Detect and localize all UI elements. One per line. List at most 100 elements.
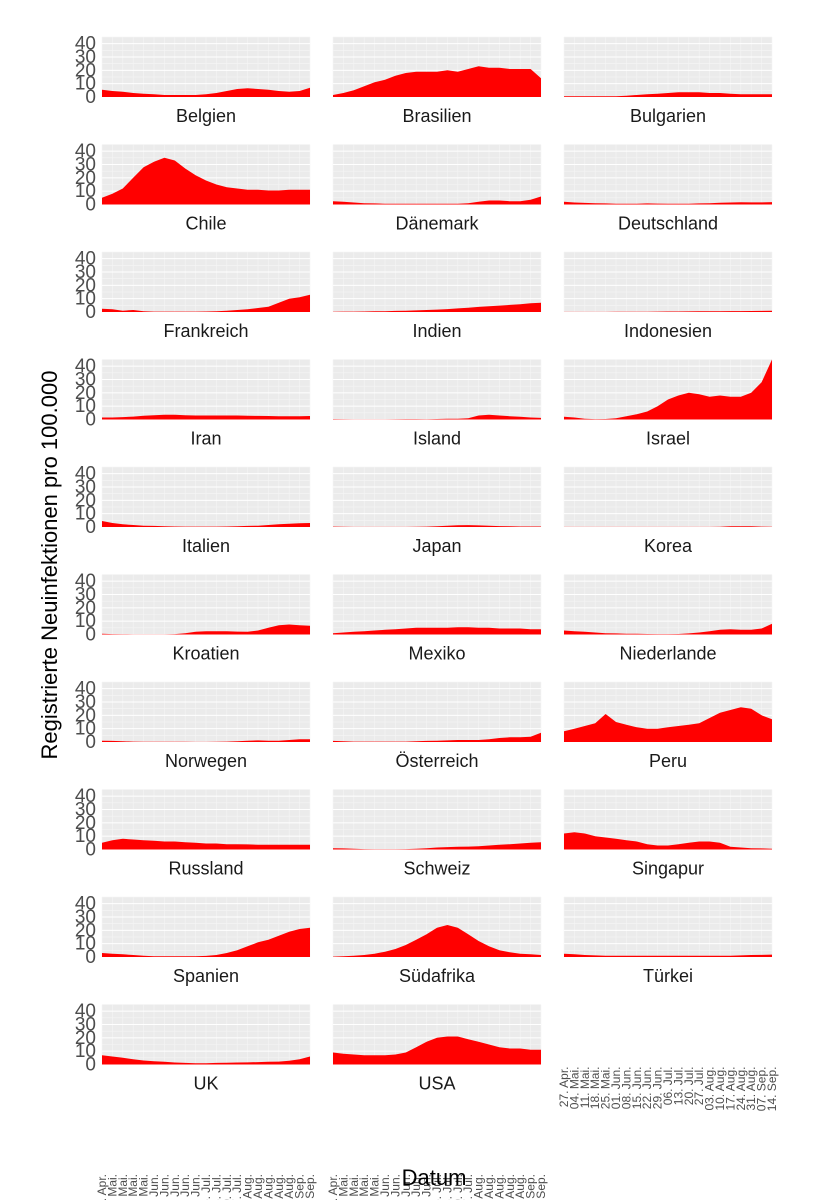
y-tick-label: 0 <box>85 840 96 861</box>
y-tick-label: 30 <box>75 47 96 68</box>
facet-label-frankreich: Frankreich <box>163 321 248 341</box>
x-tick-label: 29. Jun. <box>651 1067 665 1110</box>
x-tick-label: 25. Mai. <box>137 1174 151 1200</box>
x-tick-label: 27. Apr. <box>326 1174 340 1200</box>
facet-label-turkei: Türkei <box>643 966 693 986</box>
x-tick-label: 17. Aug. <box>492 1174 506 1200</box>
y-tick-label: 30 <box>75 155 96 176</box>
x-tick-label: 15. Jun. <box>168 1174 182 1200</box>
y-tick-label: 20 <box>75 920 96 941</box>
y-tick-label: 20 <box>75 383 96 404</box>
panel-osterreich: Österreich <box>332 681 542 771</box>
x-tick-label: 25. Mai. <box>599 1067 613 1110</box>
x-tick-label: 20. Jul. <box>682 1067 696 1106</box>
x-tick-label: 31. Aug. <box>513 1174 527 1200</box>
x-tick-label: 06. Jul. <box>430 1174 444 1200</box>
x-tick-label: 18. Mai. <box>357 1174 371 1200</box>
x-tick-label: 03. Aug. <box>703 1067 717 1111</box>
x-tick-label: 24. Aug. <box>272 1174 286 1200</box>
x-axis-ticks-col-3: 27. Apr.04. Mai.11. Mai.18. Mai.25. Mai.… <box>557 1067 779 1112</box>
facet-label-israel: Israel <box>646 429 690 449</box>
x-tick-label: 22. Jun. <box>178 1174 192 1200</box>
y-tick-label: 10 <box>75 1041 96 1062</box>
facet-label-peru: Peru <box>649 751 687 771</box>
area-danemark <box>333 196 541 205</box>
y-tick-label: 20 <box>75 813 96 834</box>
y-tick-label: 40 <box>75 786 96 807</box>
area-uk <box>102 1055 310 1065</box>
x-tick-label: 08. Jun. <box>157 1174 171 1200</box>
y-tick-label: 20 <box>75 490 96 511</box>
panel-schweiz: Schweiz <box>332 789 542 879</box>
y-tick-label: 0 <box>85 732 96 753</box>
area-indien <box>333 302 541 312</box>
x-tick-label: 01. Jun. <box>378 1174 392 1200</box>
area-indonesien <box>564 310 772 312</box>
x-tick-label: 31. Aug. <box>282 1174 296 1200</box>
area-singapur <box>564 832 772 850</box>
x-tick-label: 07. Sep. <box>755 1067 769 1112</box>
x-tick-label: 01. Jun. <box>147 1174 161 1200</box>
area-deutschland <box>564 201 772 205</box>
x-tick-label: 10. Aug. <box>482 1174 496 1200</box>
facet-label-belgien: Belgien <box>176 106 236 126</box>
facet-label-niederlande: Niederlande <box>619 644 716 664</box>
y-tick-label: 10 <box>75 611 96 632</box>
x-tick-label: 07. Sep. <box>293 1174 307 1200</box>
y-tick-label: 40 <box>75 1001 96 1022</box>
area-chile <box>102 157 310 205</box>
y-tick-label: 10 <box>75 504 96 525</box>
x-tick-label: 10. Aug. <box>713 1067 727 1111</box>
x-axis-ticks-col-1: 27. Apr.04. Mai.11. Mai.18. Mai.25. Mai.… <box>95 1174 317 1200</box>
y-tick-label: 10 <box>75 396 96 417</box>
area-kroatien <box>102 624 310 635</box>
facet-label-norwegen: Norwegen <box>165 751 247 771</box>
facet-label-schweiz: Schweiz <box>403 859 470 879</box>
x-tick-label: 22. Jun. <box>640 1067 654 1110</box>
area-norwegen <box>102 739 310 742</box>
x-tick-label: 29. Jun. <box>420 1174 434 1200</box>
x-tick-label: 14. Sep. <box>765 1067 779 1112</box>
facet-label-kroatien: Kroatien <box>172 644 239 664</box>
area-israel <box>564 359 772 420</box>
facet-label-mexiko: Mexiko <box>408 644 465 664</box>
y-tick-label: 20 <box>75 60 96 81</box>
facet-label-spanien: Spanien <box>173 966 239 986</box>
y-tick-label: 40 <box>75 679 96 700</box>
y-axis-title: Registrierte Neuinfektionen pro 100.000 <box>37 371 62 760</box>
x-tick-label: 15. Jun. <box>630 1067 644 1110</box>
panel-bulgarien: Bulgarien <box>563 36 773 126</box>
x-tick-label: 18. Mai. <box>588 1067 602 1110</box>
x-tick-label: 13. Jul. <box>440 1174 454 1200</box>
x-tick-label: 08. Jun. <box>388 1174 402 1200</box>
area-peru <box>564 707 772 742</box>
y-tick-label: 20 <box>75 1028 96 1049</box>
x-tick-label: 27. Jul. <box>461 1174 475 1200</box>
y-tick-label: 0 <box>85 625 96 646</box>
area-frankreich <box>102 294 310 312</box>
panel-usa: USA <box>332 1004 542 1094</box>
y-tick-label: 0 <box>85 517 96 538</box>
area-turkei <box>564 953 772 957</box>
y-tick-label: 30 <box>75 262 96 283</box>
facet-label-brasilien: Brasilien <box>402 106 471 126</box>
panel-israel: Israel <box>563 359 773 449</box>
facet-label-uk: UK <box>193 1074 218 1094</box>
y-tick-label: 30 <box>75 692 96 713</box>
facet-label-deutschland: Deutschland <box>618 214 718 234</box>
area-italien <box>102 521 310 527</box>
area-spanien <box>102 927 310 957</box>
x-tick-label: 04. Mai. <box>567 1067 581 1110</box>
facet-label-sudafrika: Südafrika <box>399 966 476 986</box>
x-tick-label: 29. Jun. <box>189 1174 203 1200</box>
y-tick-label: 20 <box>75 598 96 619</box>
panel-singapur: Singapur <box>563 789 773 879</box>
y-tick-label: 40 <box>75 356 96 377</box>
area-bulgarien <box>564 92 772 97</box>
